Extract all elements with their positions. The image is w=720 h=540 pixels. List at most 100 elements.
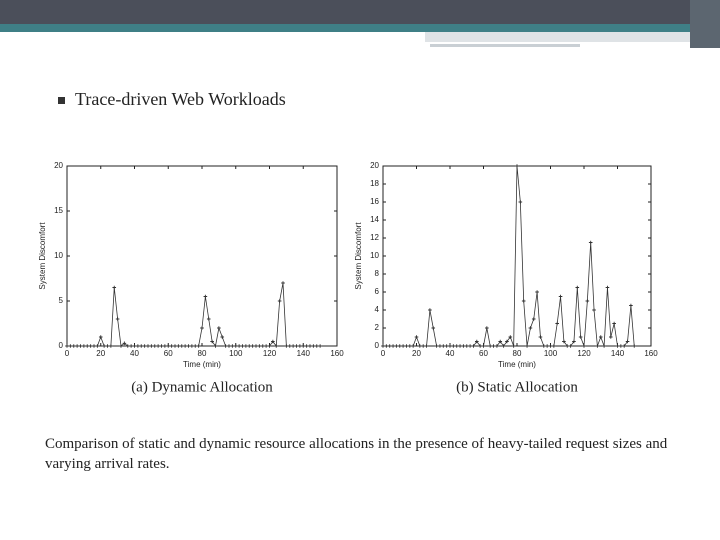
data-point [156, 344, 160, 348]
data-point [575, 285, 580, 290]
x-tick-label: 140 [611, 349, 625, 358]
data-point [163, 344, 167, 348]
data-point [632, 344, 637, 348]
data-point [468, 344, 472, 348]
data-point [491, 344, 496, 348]
y-tick-label: 20 [54, 161, 63, 170]
data-point [451, 344, 456, 348]
x-tick-label: 40 [446, 349, 455, 358]
data-point [85, 344, 90, 348]
data-point [142, 344, 147, 348]
data-point [501, 344, 506, 348]
data-point [186, 344, 191, 348]
data-point [233, 344, 238, 348]
data-point [132, 344, 137, 348]
data-point [109, 344, 113, 348]
data-point [404, 344, 409, 348]
x-tick-label: 100 [229, 349, 243, 358]
data-point [401, 344, 405, 348]
y-tick-label: 5 [59, 296, 64, 305]
header-accent [430, 44, 580, 47]
data-point [414, 335, 419, 339]
y-tick-label: 8 [375, 269, 380, 278]
data-point [535, 290, 539, 294]
data-point [291, 344, 295, 348]
data-point [622, 344, 626, 348]
data-point [424, 344, 429, 348]
data-point [434, 344, 439, 348]
data-point [629, 303, 633, 308]
data-point [176, 344, 181, 348]
data-point [545, 344, 549, 348]
data-point [287, 344, 292, 348]
data-point [421, 344, 425, 348]
data-point [471, 344, 476, 348]
data-point [397, 344, 402, 348]
data-point [203, 294, 208, 299]
data-point [431, 326, 436, 330]
y-tick-label: 2 [375, 323, 380, 332]
data-point [115, 317, 120, 321]
y-tick-label: 6 [375, 287, 380, 296]
data-point [394, 344, 399, 348]
data-point [391, 344, 395, 348]
data-point [65, 344, 69, 348]
data-point [230, 344, 235, 348]
data-point [555, 321, 559, 326]
data-point [508, 335, 513, 339]
data-point [505, 339, 509, 344]
data-point [227, 344, 231, 348]
y-axis-label: System Discomfort [354, 222, 363, 290]
data-point [88, 344, 93, 348]
data-point [615, 344, 620, 348]
data-point [592, 308, 596, 312]
data-point [125, 344, 130, 348]
data-point [200, 326, 204, 330]
data-point [244, 344, 248, 348]
data-point [78, 344, 83, 348]
data-point [98, 335, 103, 339]
data-point [478, 344, 482, 348]
data-point [298, 344, 302, 348]
data-point [515, 164, 519, 168]
y-tick-label: 10 [370, 251, 379, 260]
data-point [619, 344, 623, 348]
data-point [521, 299, 526, 303]
data-point [250, 344, 255, 348]
data-point [119, 344, 123, 348]
data-point [277, 299, 282, 303]
y-tick-label: 20 [370, 161, 379, 170]
data-point [71, 344, 76, 348]
header-corner [690, 0, 720, 48]
x-tick-label: 20 [96, 349, 105, 358]
data-point [183, 344, 187, 348]
data-point [274, 344, 279, 348]
data-point [454, 344, 459, 348]
data-point [223, 344, 228, 348]
x-tick-label: 100 [544, 349, 558, 358]
data-point [311, 344, 316, 348]
plot-frame [66, 165, 338, 347]
data-point [542, 344, 546, 348]
data-point [136, 344, 140, 348]
data-point [568, 344, 573, 348]
data-point [240, 344, 245, 348]
data-point [281, 281, 285, 285]
data-point [578, 335, 583, 339]
data-point [92, 344, 96, 348]
bullet: Trace-driven Web Workloads [58, 89, 286, 110]
data-point [82, 344, 86, 348]
data-point [220, 335, 225, 339]
data-point [381, 344, 385, 348]
data-line [383, 165, 635, 347]
data-point [105, 344, 110, 348]
data-point [308, 344, 312, 348]
data-point [552, 344, 556, 348]
x-tick-label: 40 [130, 349, 139, 358]
x-tick-label: 20 [412, 349, 421, 358]
data-point [206, 317, 211, 321]
data-point [518, 200, 523, 204]
data-point [179, 344, 184, 348]
data-point [314, 344, 319, 348]
